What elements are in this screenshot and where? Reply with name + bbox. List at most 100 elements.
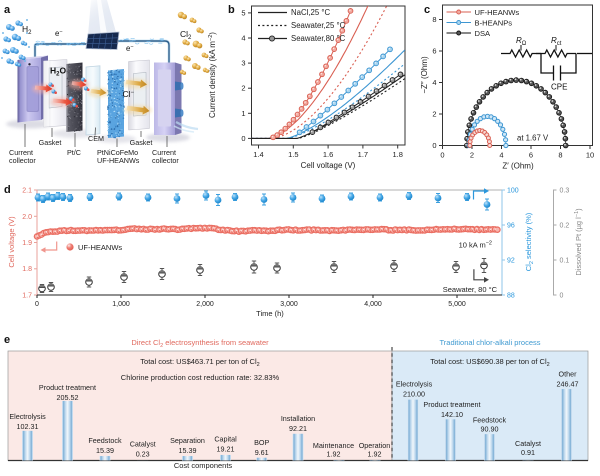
svg-text:1.7: 1.7 [358,150,368,159]
svg-text:CEM: CEM [88,134,104,143]
svg-text:142.10: 142.10 [441,410,463,419]
svg-text:0.23: 0.23 [136,450,150,459]
svg-text:210.00: 210.00 [403,390,425,399]
svg-text:205.52: 205.52 [57,393,79,402]
svg-text:1.92: 1.92 [327,450,341,459]
svg-text:Cell voltage (V): Cell voltage (V) [301,161,356,170]
svg-text:1.7: 1.7 [22,293,32,300]
svg-text:Time (h): Time (h) [256,309,284,318]
svg-text:−Z″ (Ohm): −Z″ (Ohm) [420,56,429,94]
svg-text:Electrolysis: Electrolysis [396,380,433,389]
svg-text:15.39: 15.39 [179,446,197,455]
svg-text:2.0: 2.0 [22,214,32,221]
svg-text:6: 6 [529,151,533,160]
svg-text:246.47: 246.47 [557,380,579,389]
svg-text:15.39: 15.39 [96,446,114,455]
svg-text:Separation: Separation [170,436,205,445]
svg-text:0: 0 [35,301,39,308]
svg-text:4: 4 [432,78,436,87]
svg-text:NaCl,25 °C: NaCl,25 °C [291,8,330,17]
svg-text:Capital: Capital [214,435,237,444]
svg-text:collector: collector [9,156,36,165]
svg-text:0: 0 [560,293,564,300]
svg-text:8: 8 [558,151,562,160]
svg-text:at 1.67 V: at 1.67 V [517,134,549,143]
svg-text:1,000: 1,000 [112,301,130,308]
svg-text:Catalyst: Catalyst [130,440,156,449]
svg-text:Feedstock: Feedstock [88,436,122,445]
svg-text:1.8: 1.8 [392,150,402,159]
svg-text:Total cost: US$463.71 per ton: Total cost: US$463.71 per ton of Cl2 [140,357,259,368]
svg-text:d: d [4,184,11,196]
svg-text:4,000: 4,000 [364,301,382,308]
svg-text:2,000: 2,000 [196,301,214,308]
svg-text:Electrolysis: Electrolysis [9,412,46,421]
svg-text:5: 5 [241,8,245,17]
svg-text:6: 6 [432,47,436,56]
svg-text:UF-HEANWs: UF-HEANWs [475,8,520,17]
svg-text:Seawater,80 °C: Seawater,80 °C [291,34,346,43]
svg-text:88: 88 [507,293,515,300]
svg-text:92.21: 92.21 [289,424,307,433]
svg-text:96: 96 [507,223,515,230]
svg-text:Chlorine production cost reduc: Chlorine production cost reduction rate:… [121,373,280,382]
svg-text:0: 0 [241,134,245,143]
svg-text:1.4: 1.4 [253,150,263,159]
svg-text:Pt/C: Pt/C [67,148,81,157]
svg-text:2: 2 [241,84,245,93]
svg-text:Feedstock: Feedstock [473,416,507,425]
svg-text:1.9: 1.9 [22,240,32,247]
svg-text:4: 4 [241,34,245,43]
svg-text:0.2: 0.2 [560,223,570,230]
svg-text:1.5: 1.5 [288,150,298,159]
svg-text:2.1: 2.1 [22,188,32,195]
svg-text:Product treatment: Product treatment [423,400,480,409]
svg-text:1: 1 [241,109,245,118]
svg-text:0.91: 0.91 [521,448,535,457]
svg-text:Z′ (Ohm): Z′ (Ohm) [502,162,534,171]
svg-text:2: 2 [432,110,436,119]
svg-text:3,000: 3,000 [280,301,298,308]
svg-text:0.1: 0.1 [560,258,570,265]
svg-text:DSA: DSA [475,29,492,38]
svg-text:102.31: 102.31 [17,422,39,431]
svg-text:BOP: BOP [254,438,269,447]
svg-text:1.92: 1.92 [368,450,382,459]
svg-text:Other: Other [559,370,578,379]
svg-text:b: b [228,4,235,16]
svg-text:1.8: 1.8 [22,266,32,273]
svg-text:Total cost: US$690.38 per ton: Total cost: US$690.38 per ton of Cl2 [430,357,549,368]
svg-text:3: 3 [241,59,245,68]
svg-text:8: 8 [432,15,436,24]
svg-text:Seawater, 80 °C: Seawater, 80 °C [443,285,498,294]
svg-text:5,000: 5,000 [448,301,466,308]
svg-text:Current density (kA m−2): Current density (kA m−2) [208,32,217,118]
svg-text:Product treatment: Product treatment [39,383,96,392]
svg-text:c: c [424,4,430,16]
svg-text:100: 100 [507,188,519,195]
svg-text:4: 4 [499,151,503,160]
svg-text:Dissolved Pt (µg l−1): Dissolved Pt (µg l−1) [574,208,583,276]
svg-text:0: 0 [432,141,436,150]
svg-text:0: 0 [440,151,444,160]
svg-text:collector: collector [152,156,179,165]
svg-text:0.3: 0.3 [560,188,570,195]
svg-text:90.90: 90.90 [481,425,499,434]
svg-text:92: 92 [507,258,515,265]
svg-text:Direct Cl2 electrosynthesis fr: Direct Cl2 electrosynthesis from seawate… [131,338,269,349]
svg-text:CPE: CPE [551,83,567,92]
svg-text:B-HEANPs: B-HEANPs [475,18,513,27]
svg-text:Gasket: Gasket [39,138,62,147]
svg-text:Cell voltage (V): Cell voltage (V) [7,216,16,268]
svg-text:a: a [4,4,11,16]
svg-text:2: 2 [470,151,474,160]
svg-text:Gasket: Gasket [130,138,153,147]
svg-text:9.61: 9.61 [255,448,269,457]
svg-text:Installation: Installation [281,414,315,423]
svg-text:e: e [4,334,10,346]
svg-text:Traditional chlor-alkali proce: Traditional chlor-alkali process [439,338,540,347]
svg-text:19.21: 19.21 [217,445,235,454]
svg-text:UF-HEANWs: UF-HEANWs [78,243,122,252]
svg-text:Catalyst: Catalyst [515,439,541,448]
svg-text:Seawater,25 °C: Seawater,25 °C [291,21,346,30]
